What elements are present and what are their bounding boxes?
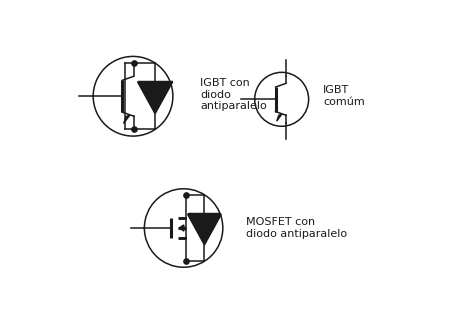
Text: IGBT con
diodo
antiparalelo: IGBT con diodo antiparalelo [200,78,267,111]
Text: IGBT
comúm: IGBT comúm [323,85,365,107]
Text: MOSFET con
diodo antiparalelo: MOSFET con diodo antiparalelo [246,217,347,239]
Polygon shape [179,225,184,231]
Polygon shape [138,82,173,114]
Polygon shape [188,214,221,245]
Polygon shape [277,114,282,121]
Polygon shape [124,115,130,124]
